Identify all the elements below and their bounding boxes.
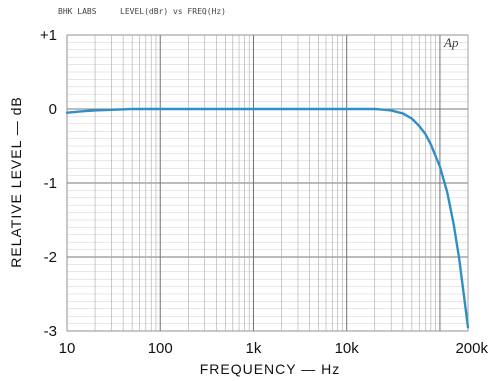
y-tick-label: -3 [44,323,57,340]
y-tick-labels: +1 0 -1 -2 -3 [40,27,57,340]
series-line [65,107,470,329]
y-tick-label: 0 [49,101,57,118]
y-tick-label: -1 [44,175,57,192]
x-tick-label: 10k [335,340,360,357]
header-left: BHK LABS [58,7,97,16]
grid [66,34,469,332]
y-tick-label: -2 [44,249,57,266]
x-axis-label: FREQUENCY — Hz [200,361,341,377]
y-axis-label: RELATIVE LEVEL — dB [8,96,24,268]
header-right: LEVEL(dBr) vs FREQ(Hz) [120,7,226,16]
plot-frame [66,34,469,332]
x-tick-label: 1k [246,340,262,357]
x-tick-labels: 10 100 1k 10k 200k [59,340,489,357]
y-tick-label: +1 [40,27,57,44]
x-tick-label: 100 [148,340,173,357]
x-tick-label: 200k [455,340,488,357]
x-tick-label: 10 [59,340,76,357]
series-lines [65,107,470,329]
